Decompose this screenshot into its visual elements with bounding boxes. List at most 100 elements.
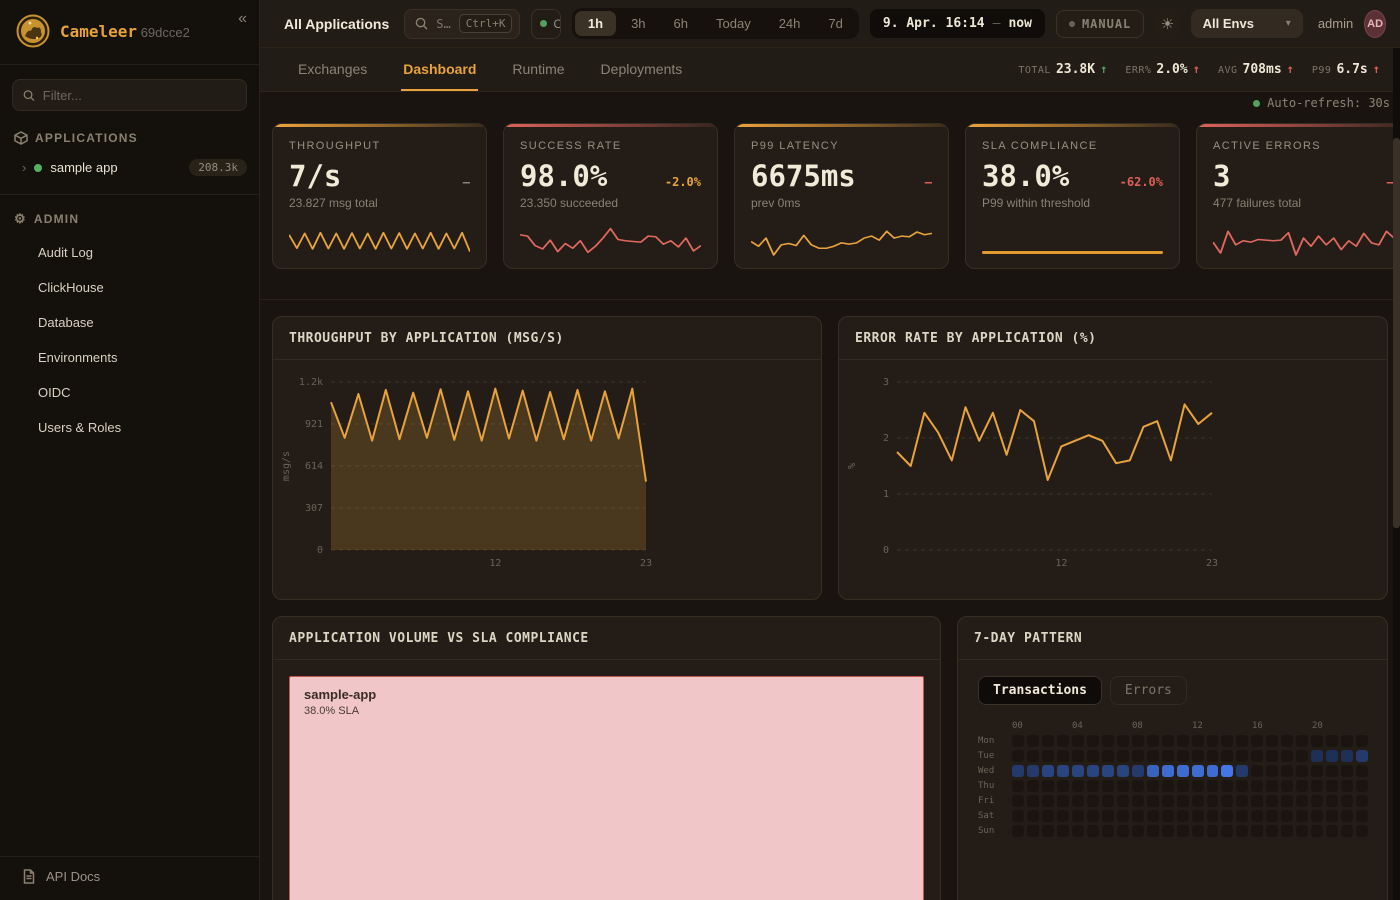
- kpi-subtext: P99 within threshold: [982, 196, 1163, 210]
- app-count-badge: 208.3k: [189, 159, 247, 176]
- heatmap-cell: [1251, 750, 1263, 762]
- date-range-picker[interactable]: 9. Apr. 16:14 – now: [870, 9, 1045, 38]
- heatmap-cell: [1296, 750, 1308, 762]
- scrollbar-thumb[interactable]: [1393, 138, 1400, 528]
- heatmap-cell: [1221, 750, 1233, 762]
- svg-text:614: 614: [305, 461, 323, 472]
- heatmap-cell: [1341, 810, 1353, 822]
- treemap-node-sample-app[interactable]: sample-app 38.0% SLA: [289, 676, 924, 900]
- heatmap-cell: [1147, 735, 1159, 747]
- svg-text:3: 3: [883, 377, 889, 388]
- tab-exchanges[interactable]: Exchanges: [296, 48, 369, 91]
- heatmap-cell: [1311, 750, 1323, 762]
- heatmap-cell: [1192, 780, 1204, 792]
- app-name: sample app: [50, 160, 181, 175]
- heatmap-cell: [1251, 795, 1263, 807]
- heatmap-cell: [1341, 825, 1353, 837]
- heatmap-cell: [1207, 825, 1219, 837]
- heatmap-cell: [1356, 780, 1368, 792]
- svg-text:1: 1: [883, 489, 889, 500]
- heatmap-cell: [1132, 795, 1144, 807]
- date-from: 9. Apr. 16:14: [883, 16, 985, 31]
- seven-day-heatmap: 000408121620MonTueWedThuFriSatSun: [978, 721, 1371, 837]
- sidebar-item-environments[interactable]: Environments: [0, 342, 259, 373]
- connection-status-pill[interactable]: O: [531, 9, 560, 39]
- kpi-delta: -2.0%: [665, 175, 701, 189]
- error-rate-chart: 01231223%: [839, 360, 1387, 597]
- heatmap-cell: [1281, 795, 1293, 807]
- toggle-errors[interactable]: Errors: [1110, 676, 1187, 705]
- heatmap-cell: [1177, 810, 1189, 822]
- heatmap-cell: [1207, 810, 1219, 822]
- heatmap-cell: [1012, 765, 1024, 777]
- toggle-transactions[interactable]: Transactions: [978, 676, 1102, 705]
- stat-avg-value: 708ms: [1243, 62, 1282, 77]
- range-1h[interactable]: 1h: [575, 11, 616, 36]
- manual-refresh-button[interactable]: MANUAL: [1056, 10, 1144, 38]
- heatmap-cell: [1311, 795, 1323, 807]
- range-24h[interactable]: 24h: [766, 11, 814, 36]
- theme-toggle-button[interactable]: ☀: [1155, 9, 1179, 39]
- tab-dashboard[interactable]: Dashboard: [401, 48, 478, 91]
- stat-p99-value: 6.7s: [1336, 62, 1367, 77]
- heatmap-cell: [1311, 810, 1323, 822]
- heatmap-cell: [1042, 780, 1054, 792]
- filter-box[interactable]: [12, 79, 247, 111]
- tab-runtime[interactable]: Runtime: [510, 48, 566, 91]
- environment-select[interactable]: All Envs ▾: [1191, 9, 1303, 38]
- sidebar-footer: API Docs: [0, 856, 259, 900]
- heatmap-cell: [1087, 750, 1099, 762]
- sidebar-item-oidc[interactable]: OIDC: [0, 377, 259, 408]
- svg-text:0: 0: [317, 545, 323, 556]
- sidebar-item-clickhouse[interactable]: ClickHouse: [0, 272, 259, 303]
- heatmap-col-label: 20: [1312, 721, 1323, 731]
- heatmap-cell: [1281, 825, 1293, 837]
- sidebar-item-database[interactable]: Database: [0, 307, 259, 338]
- tab-deployments[interactable]: Deployments: [599, 48, 685, 91]
- range-3h[interactable]: 3h: [618, 11, 658, 36]
- heatmap-cell: [1117, 795, 1129, 807]
- stat-total-label: TOTAL: [1018, 65, 1051, 76]
- heatmap-cell: [1147, 825, 1159, 837]
- heatmap-cell: [1027, 825, 1039, 837]
- heatmap-cell: [1281, 810, 1293, 822]
- heatmap-cell: [1042, 810, 1054, 822]
- expand-chevron-icon[interactable]: ›: [22, 160, 26, 175]
- filter-input[interactable]: [43, 88, 236, 103]
- heatmap-cell: [1266, 750, 1278, 762]
- heatmap-cell: [1027, 735, 1039, 747]
- kpi-label: THROUGHPUT: [289, 140, 470, 152]
- build-id: 69dcce2: [141, 25, 190, 40]
- range-7d[interactable]: 7d: [815, 11, 855, 36]
- heatmap-cell: [1087, 810, 1099, 822]
- gear-icon: ⚙: [14, 211, 27, 227]
- heatmap-row: Sun: [978, 825, 1371, 837]
- range-today[interactable]: Today: [703, 11, 764, 36]
- sidebar-item-api-docs[interactable]: API Docs: [14, 869, 245, 884]
- global-search[interactable]: S… Ctrl+K: [404, 9, 520, 39]
- range-6h[interactable]: 6h: [661, 11, 701, 36]
- trend-up-icon: ↑: [1193, 62, 1200, 76]
- svg-text:12: 12: [1055, 558, 1067, 569]
- kpi-subtext: 23.827 msg total: [289, 196, 470, 210]
- chart-title: ERROR RATE BY APPLICATION (%): [855, 331, 1096, 346]
- sidebar-item-users-roles[interactable]: Users & Roles: [0, 412, 259, 443]
- heatmap-cell: [1221, 765, 1233, 777]
- heatmap-cell: [1012, 735, 1024, 747]
- search-shortcut-kbd: Ctrl+K: [459, 14, 513, 33]
- sidebar-collapse-icon[interactable]: «: [238, 10, 247, 28]
- brand-block: Cameleer 69dcce2: [60, 22, 190, 41]
- date-separator: –: [993, 16, 1001, 31]
- heatmap-cell: [1102, 750, 1114, 762]
- heatmap-cell: [1236, 780, 1248, 792]
- heatmap-cell: [1236, 825, 1248, 837]
- avatar[interactable]: AD: [1364, 10, 1386, 38]
- heatmap-cell: [1012, 825, 1024, 837]
- scrollbar-track[interactable]: [1393, 48, 1400, 900]
- heatmap-column-labels: 000408121620: [1012, 721, 1371, 735]
- sidebar-item-sample-app[interactable]: › sample app 208.3k: [0, 151, 259, 184]
- cube-icon: [14, 131, 28, 145]
- sidebar-item-audit-log[interactable]: Audit Log: [0, 237, 259, 268]
- kpi-subtext: 477 failures total: [1213, 196, 1394, 210]
- stat-p99: P99 6.7s ↑: [1312, 62, 1380, 77]
